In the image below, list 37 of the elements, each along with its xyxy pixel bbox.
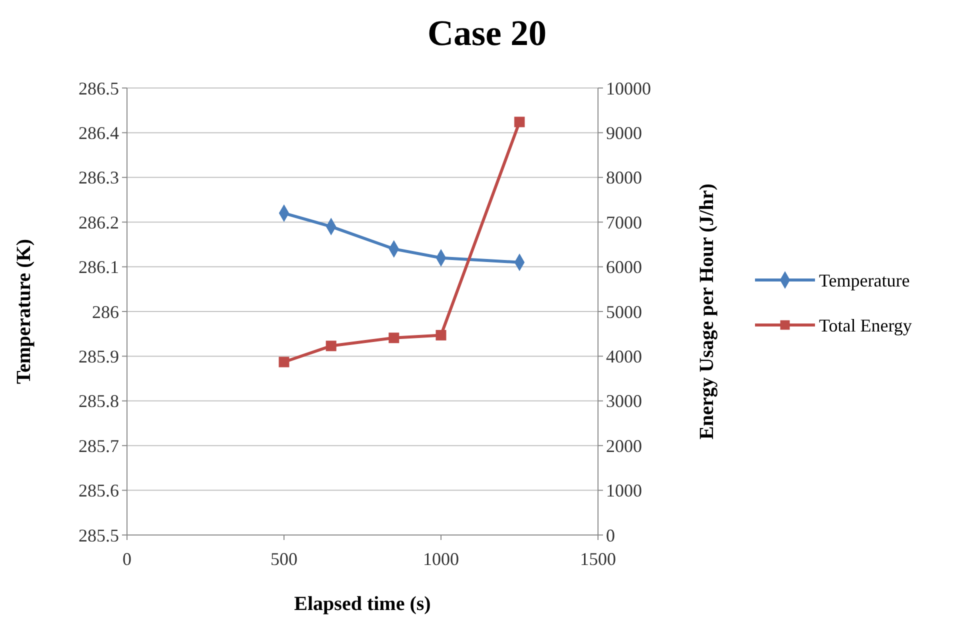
legend-label: Temperature bbox=[819, 270, 910, 290]
y-tick-label: 286.3 bbox=[78, 168, 119, 188]
y-tick-label: 285.6 bbox=[78, 480, 119, 501]
y-tick-label: 285.9 bbox=[78, 346, 119, 366]
y2-tick-label: 6000 bbox=[606, 257, 642, 278]
y2-tick-label: 9000 bbox=[606, 123, 642, 143]
x-tick-label: 1000 bbox=[423, 549, 459, 569]
x-tick-label: 0 bbox=[122, 549, 132, 569]
y2-tick-label: 2000 bbox=[606, 436, 642, 456]
y-axis-title: Temperature (K) bbox=[13, 239, 35, 384]
x-axis-title: Elapsed time (s) bbox=[294, 593, 431, 615]
legend-label: Total Energy bbox=[819, 315, 912, 336]
y2-tick-label: 7000 bbox=[606, 212, 642, 232]
y2-tick-label: 0 bbox=[606, 525, 615, 546]
y-tick-label: 286 bbox=[92, 302, 119, 322]
y2-tick-label: 8000 bbox=[606, 168, 642, 188]
y-tick-label: 285.8 bbox=[78, 391, 119, 412]
chart-title: Case 20 bbox=[428, 13, 546, 53]
y-tick-label: 286.2 bbox=[78, 212, 119, 232]
x-tick-label: 500 bbox=[270, 549, 298, 569]
y2-tick-label: 5000 bbox=[606, 302, 642, 322]
x-tick-label: 1500 bbox=[580, 549, 616, 569]
y-tick-label: 286.1 bbox=[78, 257, 119, 278]
point bbox=[436, 330, 446, 340]
point bbox=[326, 340, 336, 352]
y2-tick-label: 4000 bbox=[606, 346, 642, 366]
point bbox=[514, 116, 525, 128]
point bbox=[388, 332, 400, 344]
y2-tick-label: 1000 bbox=[606, 480, 642, 501]
y-tick-label: 285.5 bbox=[78, 525, 119, 546]
y2-axis-title: Energy Usage per Hour (J/hr) bbox=[696, 184, 718, 440]
y2-tick-label: 10000 bbox=[606, 78, 651, 98]
y-tick-label: 286.4 bbox=[78, 123, 119, 143]
y-tick-label: 286.5 bbox=[78, 78, 119, 98]
y2-tick-label: 3000 bbox=[606, 391, 642, 412]
y-tick-label: 285.7 bbox=[78, 436, 119, 456]
point bbox=[278, 356, 290, 368]
